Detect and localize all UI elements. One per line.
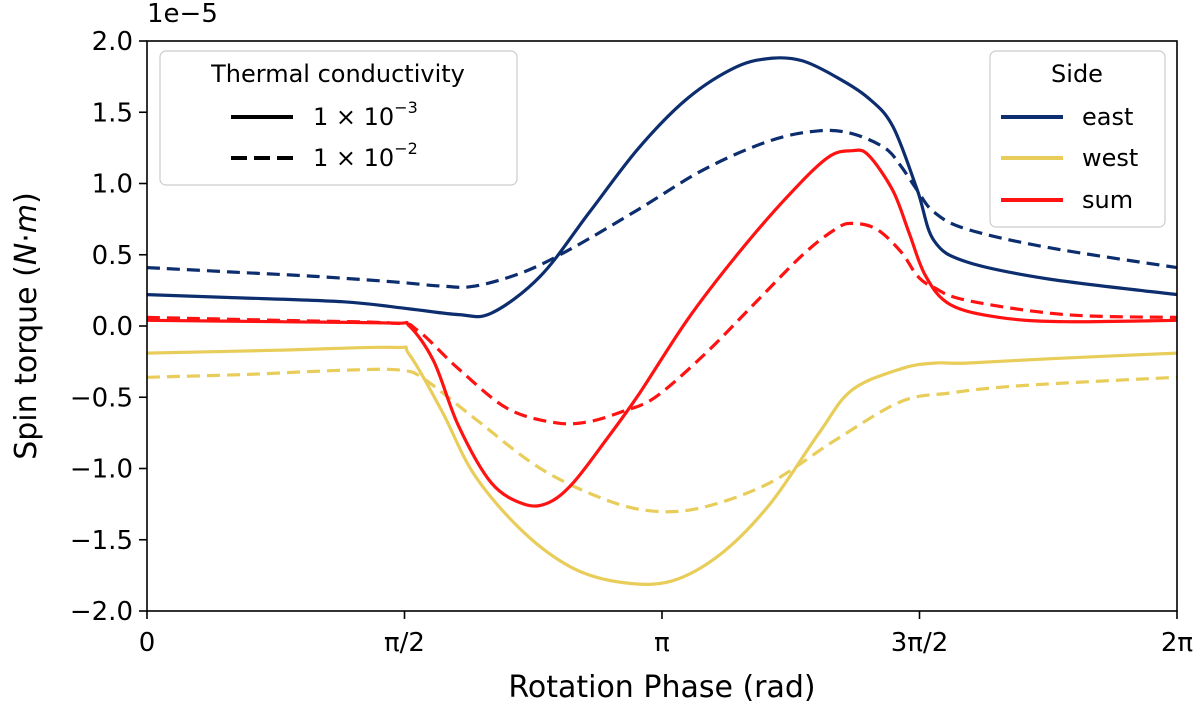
- legend-entry-label: east: [1082, 103, 1133, 131]
- series-line-east-solid: [146, 56, 1178, 319]
- y-offset-text: 1e−5: [147, 0, 218, 29]
- y-axis-label: Spin torque (N·m): [9, 192, 44, 460]
- x-tick-label: π: [654, 628, 670, 658]
- y-tick-label: 1.0: [92, 170, 133, 200]
- x-axis-ticks: 0 π/2 π 3π/2 2π: [139, 611, 1193, 658]
- legend-entry-label: west: [1082, 144, 1138, 172]
- y-tick-label: 0.0: [92, 312, 133, 342]
- x-tick-label: 3π/2: [891, 628, 949, 658]
- legend-entry-label: 1 × 10−2: [313, 139, 418, 172]
- series-line-sum-dashed: [146, 221, 1178, 426]
- y-tick-label: −1.5: [70, 526, 133, 556]
- x-axis-label: Rotation Phase (rad): [508, 670, 815, 705]
- series-line-sum-solid: [146, 148, 1178, 508]
- legend-title: Side: [1051, 60, 1103, 88]
- legend-entry-label: sum: [1082, 186, 1133, 214]
- legend-title: Thermal conductivity: [210, 60, 465, 88]
- legend-entry-label: 1 × 10−3: [313, 98, 418, 131]
- y-tick-label: −1.0: [70, 455, 133, 485]
- legend-side: Side east west sum: [989, 50, 1166, 228]
- x-tick-label: 0: [139, 628, 156, 658]
- legend-box: [989, 50, 1166, 228]
- y-tick-label: −2.0: [70, 597, 133, 627]
- y-tick-label: 1.5: [92, 98, 133, 128]
- x-tick-label: π/2: [384, 628, 425, 658]
- y-tick-label: 2.0: [92, 27, 133, 57]
- y-tick-label: −0.5: [70, 383, 133, 413]
- y-axis-ticks: 2.0 1.5 1.0 0.5 0.0 −0.5 −1.0 −1.5 −2.0: [70, 27, 147, 627]
- x-tick-label: 2π: [1161, 628, 1193, 658]
- series-line-west-dashed: [146, 367, 1178, 514]
- series-line-west-solid: [146, 345, 1178, 586]
- series-line-east-dashed: [146, 128, 1178, 289]
- legend-box: [159, 50, 518, 186]
- legend-thermal-conductivity: Thermal conductivity 1 × 10−3 1 × 10−2: [159, 50, 518, 186]
- series-lines: [146, 56, 1178, 586]
- y-tick-label: 0.5: [92, 241, 133, 271]
